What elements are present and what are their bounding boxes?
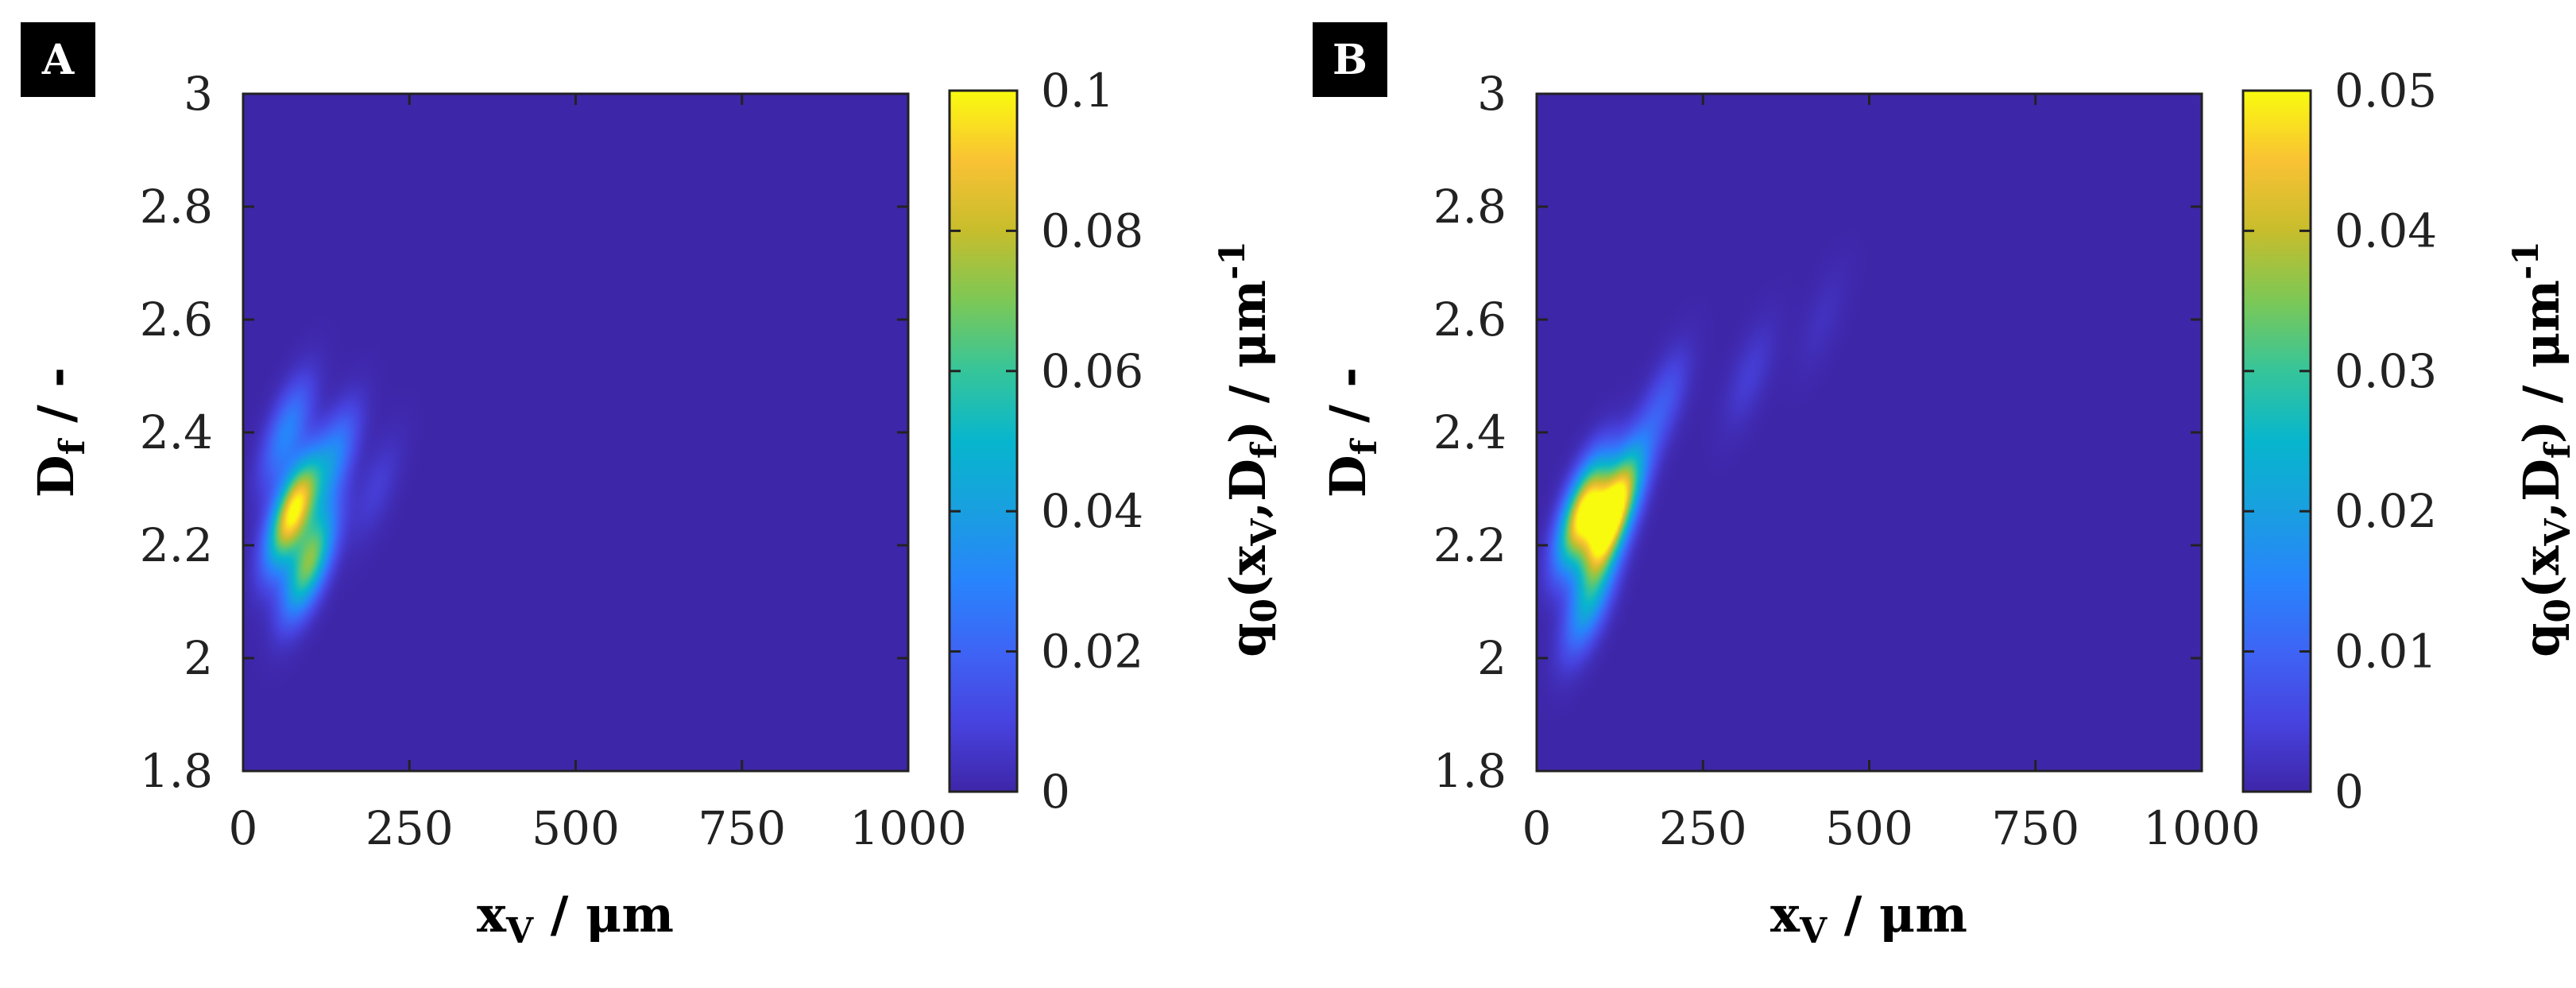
colorbar-label-tail-a: ) / μm bbox=[1219, 280, 1277, 444]
colorbar-tick-label: 0.02 bbox=[1041, 625, 1143, 679]
y-axis-label-unit-a: / - bbox=[27, 367, 85, 440]
y-tick-label: 2.2 bbox=[1433, 518, 1507, 572]
y-tick-label: 1.8 bbox=[1433, 744, 1507, 798]
y-axis-label-main-b: D bbox=[1319, 455, 1377, 498]
y-tick-label: 2.4 bbox=[1433, 405, 1507, 459]
y-tick-label: 2.2 bbox=[140, 518, 213, 572]
colorbar-ticks-a: 0 0.02 0.04 0.06 0.08 0.1 bbox=[950, 64, 1143, 819]
y-tick-label: 2.8 bbox=[1433, 180, 1507, 234]
x-axis-label-unit-b: / μm bbox=[1827, 885, 1967, 943]
y-axis-label-a: Df / - bbox=[27, 367, 93, 498]
colorbar-label-sub0-a: 0 bbox=[1244, 599, 1285, 623]
colorbar-label-sub2-b: f bbox=[2538, 441, 2576, 459]
colorbar-label-main-a: q bbox=[1219, 623, 1277, 657]
colorbar-label-comma-a: ,D bbox=[1219, 459, 1277, 518]
colorbar-label-sub1-b: V bbox=[2538, 518, 2576, 547]
colorbar-a bbox=[950, 91, 1017, 792]
x-axis-label-unit-a: / μm bbox=[533, 885, 674, 943]
colorbar-tick-label: 0 bbox=[1041, 765, 1070, 819]
y-tick-label: 2.4 bbox=[140, 405, 213, 459]
panel-label-b: B bbox=[1313, 22, 1387, 97]
y-axis-label-sub-b: f bbox=[1344, 437, 1385, 455]
colorbar-tick-label: 0.06 bbox=[1041, 344, 1143, 398]
x-axis-label-sub-b: V bbox=[1799, 911, 1828, 951]
x-tick-label: 0 bbox=[1522, 801, 1552, 855]
x-tick-label: 750 bbox=[1991, 801, 2079, 855]
colorbar-label-sub1-a: V bbox=[1244, 518, 1285, 547]
colorbar-tick-label: 0.04 bbox=[2334, 203, 2437, 258]
heatmap-image-b bbox=[1537, 94, 2202, 771]
x-tick-label: 1000 bbox=[2143, 801, 2261, 855]
y-tick-label: 1.8 bbox=[140, 744, 213, 798]
y-tick-label: 2.6 bbox=[1433, 293, 1507, 347]
colorbar-label-mid-b: (x bbox=[2512, 545, 2570, 599]
colorbar-tick-label: 0.04 bbox=[1041, 484, 1143, 538]
colorbar-frame-a bbox=[948, 89, 1019, 793]
colorbar-tick-label: 0.03 bbox=[2334, 344, 2437, 398]
x-axis-label-a: xV / μm bbox=[477, 885, 674, 951]
y-axis-label-b: Df / - bbox=[1319, 367, 1385, 498]
axis-ticks-b: 0 250 500 750 1000 1.8 2 2.2 2.4 2.6 2.8 3 bbox=[1433, 67, 2261, 855]
y-tick-label: 3 bbox=[184, 67, 213, 121]
colorbar-tick-label: 0 bbox=[2334, 765, 2364, 819]
x-axis-label-main-b: x bbox=[1770, 885, 1800, 943]
x-axis-label-main-a: x bbox=[477, 885, 507, 943]
y-tick-label: 3 bbox=[1477, 67, 1507, 121]
colorbar-tick-label: 0.08 bbox=[1041, 203, 1143, 258]
y-tick-label: 2 bbox=[184, 631, 213, 685]
x-tick-label: 250 bbox=[366, 801, 454, 855]
colorbar-ticks-b: 0 0.01 0.02 0.03 0.04 0.05 bbox=[2243, 64, 2437, 819]
x-axis-label-sub-a: V bbox=[505, 911, 534, 951]
colorbar-label-sub0-b: 0 bbox=[2538, 599, 2576, 623]
colorbar-label-b: q0(xV,Df) / μm-1 bbox=[2506, 241, 2576, 657]
colorbar-label-sup-a: -1 bbox=[1213, 241, 1253, 280]
y-axis-label-unit-b: / - bbox=[1319, 367, 1377, 440]
axis-ticks-a: 0 250 500 750 1000 1.8 2 2.2 2.4 2.6 2.8 3 bbox=[140, 67, 967, 855]
y-axis-label-sub-a: f bbox=[52, 437, 93, 455]
colorbar-label-tail-b: ) / μm bbox=[2512, 280, 2570, 444]
panel-label-a: A bbox=[21, 22, 95, 97]
colorbar-frame-b bbox=[2241, 89, 2312, 793]
y-tick-label: 2.6 bbox=[140, 293, 213, 347]
colorbar-label-a: q0(xV,Df) / μm-1 bbox=[1213, 241, 1285, 657]
colorbar-tick-label: 0.02 bbox=[2334, 484, 2437, 538]
colorbar-label-sup-b: -1 bbox=[2506, 241, 2547, 280]
colorbar-label-main-b: q bbox=[2512, 623, 2570, 657]
colorbar-tick-label: 0.1 bbox=[1041, 64, 1114, 118]
colorbar-label-sub2-a: f bbox=[1244, 441, 1285, 459]
x-tick-label: 250 bbox=[1659, 801, 1747, 855]
x-axis-label-b: xV / μm bbox=[1770, 885, 1967, 951]
x-tick-label: 1000 bbox=[849, 801, 967, 855]
y-axis-label-main-a: D bbox=[27, 455, 85, 498]
y-tick-label: 2.8 bbox=[140, 180, 213, 234]
y-tick-label: 2 bbox=[1477, 631, 1507, 685]
colorbar-tick-label: 0.01 bbox=[2334, 625, 2437, 679]
x-tick-label: 500 bbox=[532, 801, 620, 855]
x-tick-label: 0 bbox=[229, 801, 258, 855]
colorbar-label-mid-a: (x bbox=[1219, 545, 1277, 599]
heatmap-image-a bbox=[243, 94, 908, 771]
colorbar-b bbox=[2243, 91, 2311, 792]
colorbar-label-comma-b: ,D bbox=[2512, 459, 2570, 518]
x-tick-label: 500 bbox=[1825, 801, 1913, 855]
colorbar-tick-label: 0.05 bbox=[2334, 64, 2437, 118]
x-tick-label: 750 bbox=[698, 801, 786, 855]
